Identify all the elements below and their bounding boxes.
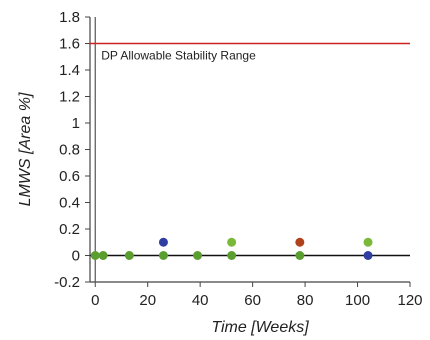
x-tick-label: 20 — [139, 292, 156, 309]
y-tick-label: 1.2 — [59, 89, 80, 106]
data-point — [363, 251, 373, 260]
data-point — [363, 237, 373, 247]
y-tick-label: 1 — [72, 115, 80, 132]
data-point — [158, 251, 168, 260]
y-tick-label: -0.2 — [54, 274, 80, 291]
y-tick-label: 1.4 — [59, 62, 80, 79]
x-tick-label: 100 — [345, 292, 370, 309]
y-tick-label: 0.4 — [59, 195, 80, 212]
y-tick-label: 0.6 — [59, 168, 80, 185]
y-tick-label: 0.2 — [59, 221, 80, 238]
y-tick-label: 0.8 — [59, 142, 80, 159]
data-points — [90, 237, 373, 260]
data-point — [295, 251, 305, 260]
y-tick-label: 1.8 — [59, 9, 80, 26]
y-tick-label: 1.6 — [59, 36, 80, 53]
data-point — [124, 251, 134, 260]
data-point — [227, 237, 237, 247]
data-point — [158, 237, 168, 247]
x-tick-label: 40 — [192, 292, 209, 309]
axes: -0.2 0 0.2 0.4 0.6 0.8 1 1.2 1.4 1.6 1.8 0 20 40 60 80 1… — [54, 9, 422, 309]
labels: DP Allowable Stability Range Time [Weeks… — [17, 49, 309, 337]
data-point — [193, 251, 203, 260]
x-tick-label: 0 — [91, 292, 99, 309]
data-point — [90, 251, 100, 260]
x-tick-label: 80 — [297, 292, 314, 309]
reference-line-label: DP Allowable Stability Range — [101, 49, 256, 63]
x-axis-title: Time [Weeks] — [211, 319, 309, 336]
x-tick-label: 120 — [397, 292, 422, 309]
data-point — [227, 251, 237, 260]
y-axis-title: LMWS [Area %] — [17, 92, 34, 206]
data-point — [98, 251, 108, 260]
y-tick-label: 0 — [72, 248, 80, 265]
data-point — [295, 237, 305, 247]
x-tick-label: 60 — [244, 292, 261, 309]
reference-lines — [90, 42, 410, 257]
